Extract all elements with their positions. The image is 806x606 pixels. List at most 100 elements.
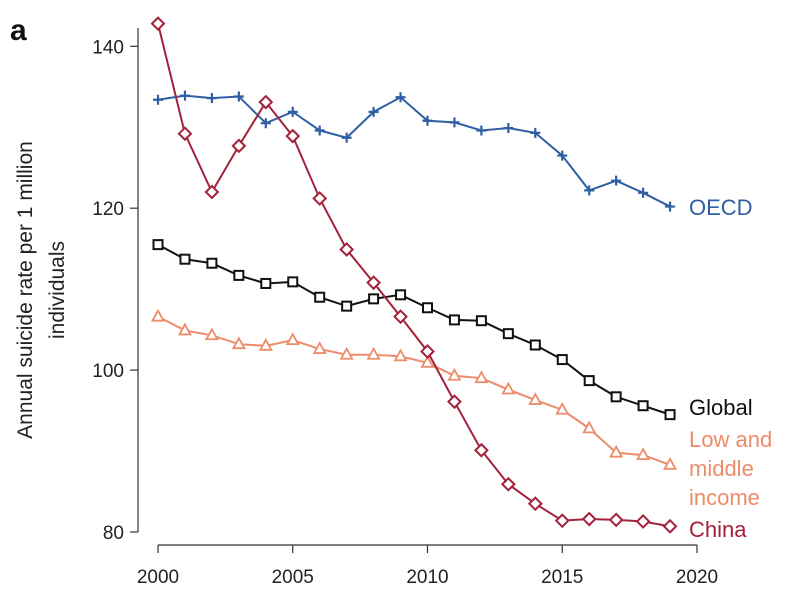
data-point-diamond <box>554 513 570 529</box>
series-line-low-and-middle-income <box>157 315 671 466</box>
data-point-triangle <box>150 308 166 322</box>
data-point-diamond <box>204 184 220 200</box>
y-tick-label: 120 <box>92 199 124 220</box>
data-point-plus <box>395 92 406 103</box>
data-point-square <box>529 339 541 351</box>
data-point-plus <box>638 187 649 198</box>
x-tick-label: 2015 <box>541 567 583 588</box>
data-point-diamond <box>473 442 489 458</box>
data-point-triangle <box>609 444 624 458</box>
data-point-diamond <box>312 191 328 206</box>
y-axis-title-line-2: individuals <box>46 241 69 339</box>
data-point-diamond <box>447 394 462 410</box>
data-point-triangle <box>285 332 300 346</box>
data-point-diamond <box>635 514 651 529</box>
data-point-triangle <box>339 346 354 360</box>
data-point-diamond <box>527 496 543 512</box>
data-point-plus <box>584 185 595 196</box>
series-labels: OECD Global Low and middle income China <box>689 195 772 542</box>
data-point-diamond <box>420 344 435 359</box>
data-point-plus <box>206 93 217 104</box>
data-point-square <box>395 289 407 301</box>
data-point-triangle <box>231 336 246 350</box>
data-point-triangle <box>528 392 543 405</box>
y-axis-title: Annual suicide rate per 1 million indivi… <box>14 141 69 439</box>
data-point-diamond <box>285 128 301 144</box>
x-tick-label: 2010 <box>406 567 448 588</box>
data-point-triangle <box>582 420 597 434</box>
data-point-plus <box>557 150 568 161</box>
data-point-plus <box>611 175 622 186</box>
data-point-triangle <box>204 327 219 341</box>
series-label-oecd: OECD <box>689 195 753 220</box>
data-point-triangle <box>501 381 516 395</box>
series-label-low-and-middle-income: Low and middle income <box>689 427 772 510</box>
data-point-plus <box>233 91 244 102</box>
data-point-triangle <box>555 401 570 415</box>
y-axis-title-line-1: Annual suicide rate per 1 million <box>14 141 37 439</box>
data-point-triangle <box>663 456 678 470</box>
y-tick-label: 80 <box>103 523 124 544</box>
data-point-diamond <box>258 94 274 110</box>
data-point-square <box>287 276 299 288</box>
data-point-plus <box>287 106 298 117</box>
data-point-square <box>152 239 164 251</box>
data-point-square <box>314 291 326 303</box>
y-tick-label: 140 <box>92 37 124 58</box>
series-global <box>152 239 676 421</box>
data-point-diamond <box>177 126 193 142</box>
axes: 80 100 120 140 2000 2005 2010 2015 2020 <box>92 28 718 588</box>
data-point-plus <box>179 90 190 101</box>
data-point-square <box>260 277 272 289</box>
data-point-diamond <box>608 512 624 528</box>
series-line-oecd <box>157 94 671 208</box>
data-point-diamond <box>366 275 382 291</box>
series-china <box>150 16 678 534</box>
data-point-diamond <box>339 242 355 257</box>
data-point-plus <box>503 123 514 134</box>
data-point-square <box>179 253 191 265</box>
data-point-triangle <box>474 370 489 384</box>
series-label-china: China <box>689 517 747 542</box>
x-tick-label: 2000 <box>137 567 179 588</box>
data-point-plus <box>422 115 433 126</box>
y-tick-label: 100 <box>92 361 124 382</box>
data-point-square <box>502 328 514 340</box>
data-point-plus <box>153 94 163 105</box>
data-point-triangle <box>366 346 381 360</box>
data-point-square <box>664 409 676 421</box>
data-point-triangle <box>636 447 651 460</box>
data-point-triangle <box>447 367 462 381</box>
series-low-and-middle-income <box>150 308 678 470</box>
data-point-square <box>368 293 380 305</box>
panel-label: a <box>10 14 27 47</box>
data-point-square <box>637 400 649 412</box>
data-point-triangle <box>258 337 273 351</box>
data-point-square <box>341 300 353 312</box>
data-point-diamond <box>500 476 516 492</box>
data-point-square <box>422 302 433 314</box>
series-layer <box>150 16 678 534</box>
data-point-diamond <box>581 511 597 527</box>
data-point-triangle <box>393 348 408 362</box>
data-point-plus <box>449 117 460 128</box>
x-tick-label: 2020 <box>676 567 718 588</box>
data-point-plus <box>260 118 271 129</box>
data-point-diamond <box>231 138 247 154</box>
series-oecd <box>153 90 676 212</box>
data-point-plus <box>368 106 379 117</box>
data-point-square <box>583 375 595 387</box>
data-point-square <box>556 354 568 366</box>
data-point-triangle <box>420 354 435 368</box>
data-point-diamond <box>150 16 166 32</box>
data-point-square <box>448 314 460 326</box>
data-point-triangle <box>177 322 192 336</box>
data-point-square <box>610 391 622 403</box>
data-point-square <box>475 315 487 327</box>
data-point-diamond <box>662 518 678 534</box>
data-point-plus <box>476 125 487 136</box>
series-label-global: Global <box>689 395 753 420</box>
data-point-square <box>233 269 245 281</box>
data-point-diamond <box>393 309 408 325</box>
